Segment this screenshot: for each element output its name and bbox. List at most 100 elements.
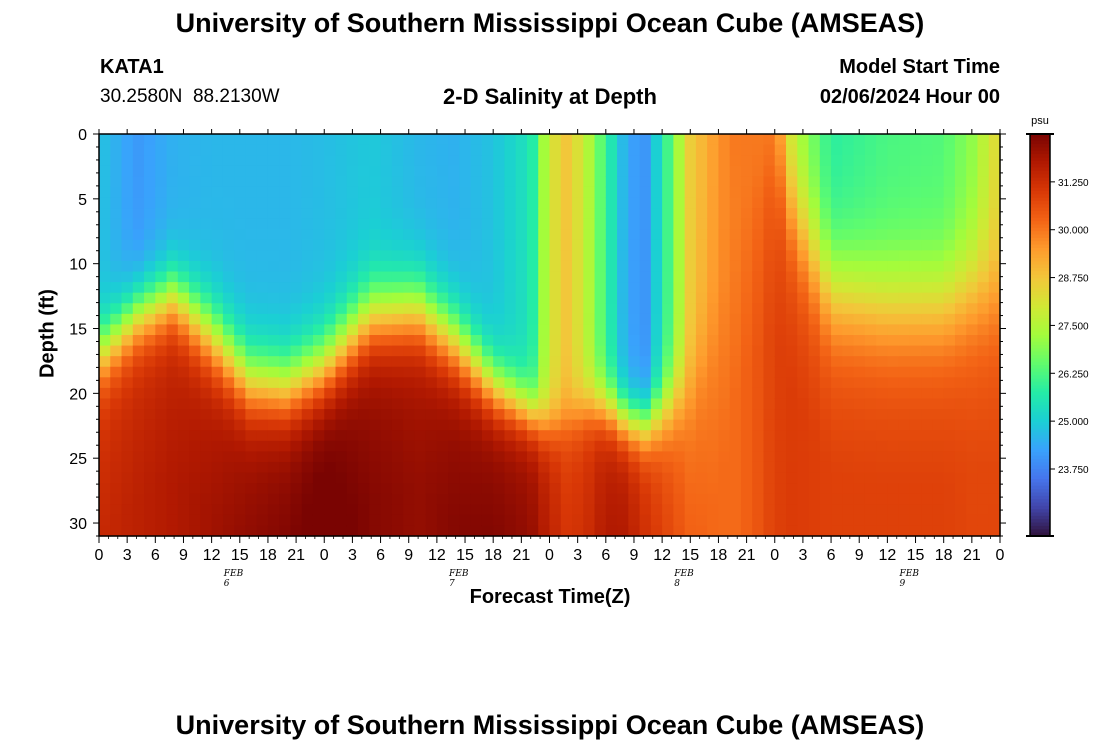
- heatmap-cell: [549, 419, 562, 431]
- heatmap-cell: [583, 451, 596, 463]
- heatmap-cell: [932, 409, 945, 421]
- heatmap-cell: [358, 239, 370, 251]
- heatmap-cell: [481, 483, 494, 495]
- heatmap-cell: [752, 155, 765, 167]
- heatmap-cell: [481, 366, 494, 378]
- heatmap-cell: [673, 260, 686, 273]
- heatmap-cell: [312, 134, 325, 146]
- x-tick-label: 6: [601, 547, 610, 564]
- heatmap-cell: [560, 472, 573, 484]
- heatmap-cell: [583, 197, 596, 209]
- heatmap-cell: [549, 250, 562, 262]
- heatmap-cell: [628, 440, 641, 452]
- heatmap-cell: [943, 313, 956, 326]
- heatmap-cell: [425, 239, 438, 251]
- heatmap-cell: [279, 271, 292, 283]
- heatmap-cell: [605, 324, 618, 336]
- model-start-value: 02/06/2024 Hour 00: [819, 86, 1000, 108]
- heatmap-cell: [155, 525, 168, 537]
- heatmap-cell: [459, 134, 472, 146]
- heatmap-cell: [932, 419, 945, 431]
- heatmap-cell: [988, 419, 1001, 431]
- heatmap-cell: [132, 504, 145, 516]
- heatmap-cell: [121, 176, 134, 188]
- heatmap-cell: [921, 218, 934, 230]
- heatmap-cell: [650, 218, 663, 230]
- heatmap-cell: [403, 155, 415, 167]
- heatmap-cell: [493, 451, 506, 463]
- heatmap-cell: [391, 197, 404, 209]
- heatmap-cell: [369, 504, 382, 516]
- heatmap-cell: [403, 451, 415, 463]
- colorbar-segment: [1030, 355, 1050, 360]
- heatmap-cell: [481, 218, 494, 230]
- heatmap-cell: [312, 324, 325, 336]
- heatmap-cell: [290, 377, 303, 389]
- heatmap-cell: [189, 461, 201, 474]
- heatmap-cell: [256, 525, 269, 537]
- heatmap-cell: [786, 303, 798, 315]
- heatmap-cell: [876, 208, 888, 220]
- heatmap-cell: [786, 493, 798, 505]
- heatmap-cell: [898, 218, 911, 230]
- heatmap-cell: [786, 504, 798, 516]
- heatmap-cell: [177, 451, 190, 463]
- heatmap-cell: [290, 409, 303, 421]
- heatmap-cell: [538, 260, 551, 273]
- heatmap-cell: [594, 387, 607, 400]
- heatmap-cell: [549, 398, 562, 410]
- heatmap-cell: [650, 303, 663, 315]
- heatmap-cell: [414, 335, 427, 347]
- heatmap-cell: [954, 165, 967, 177]
- heatmap-cell: [121, 335, 134, 347]
- heatmap-cell: [403, 366, 415, 378]
- heatmap-cell: [887, 271, 900, 283]
- heatmap-cell: [921, 493, 934, 505]
- colorbar-segment: [1030, 278, 1050, 282]
- heatmap-cell: [695, 165, 708, 177]
- heatmap-cell: [583, 229, 596, 241]
- heatmap-cell: [504, 186, 517, 199]
- heatmap-cell: [256, 155, 269, 167]
- heatmap-cell: [662, 504, 674, 516]
- heatmap-cell: [200, 260, 213, 273]
- heatmap-cell: [290, 239, 303, 251]
- heatmap-cell: [707, 134, 720, 146]
- heatmap-cell: [312, 366, 325, 378]
- heatmap-cell: [245, 260, 258, 273]
- heatmap-cell: [921, 398, 934, 410]
- heatmap-cell: [538, 134, 551, 146]
- heatmap-cell: [549, 335, 562, 347]
- heatmap-cell: [954, 155, 967, 167]
- heatmap-cell: [605, 430, 618, 442]
- heatmap-cell: [324, 345, 337, 357]
- heatmap-cell: [605, 197, 618, 209]
- heatmap-cell: [200, 271, 213, 283]
- heatmap-cell: [988, 155, 1001, 167]
- heatmap-cell: [155, 345, 168, 357]
- heatmap-cell: [740, 134, 753, 146]
- heatmap-cell: [403, 430, 415, 442]
- heatmap-cell: [988, 525, 1001, 537]
- heatmap-cell: [662, 303, 674, 315]
- heatmap-cell: [279, 493, 292, 505]
- heatmap-cell: [617, 483, 629, 495]
- heatmap-cell: [391, 218, 404, 230]
- heatmap-cell: [639, 176, 652, 188]
- heatmap-cell: [943, 155, 956, 167]
- heatmap-cell: [358, 345, 370, 357]
- heatmap-cell: [538, 430, 551, 442]
- heatmap-cell: [842, 461, 855, 474]
- heatmap-cell: [605, 461, 618, 474]
- heatmap-cell: [639, 260, 652, 273]
- heatmap-cell: [617, 155, 629, 167]
- heatmap-cell: [842, 514, 855, 527]
- heatmap-cell: [99, 409, 111, 421]
- heatmap-cell: [560, 387, 573, 400]
- heatmap-cell: [786, 155, 798, 167]
- heatmap-cell: [481, 419, 494, 431]
- heatmap-cell: [864, 303, 877, 315]
- heatmap-cell: [301, 155, 314, 167]
- heatmap-cell: [436, 430, 449, 442]
- heatmap-cell: [526, 504, 539, 516]
